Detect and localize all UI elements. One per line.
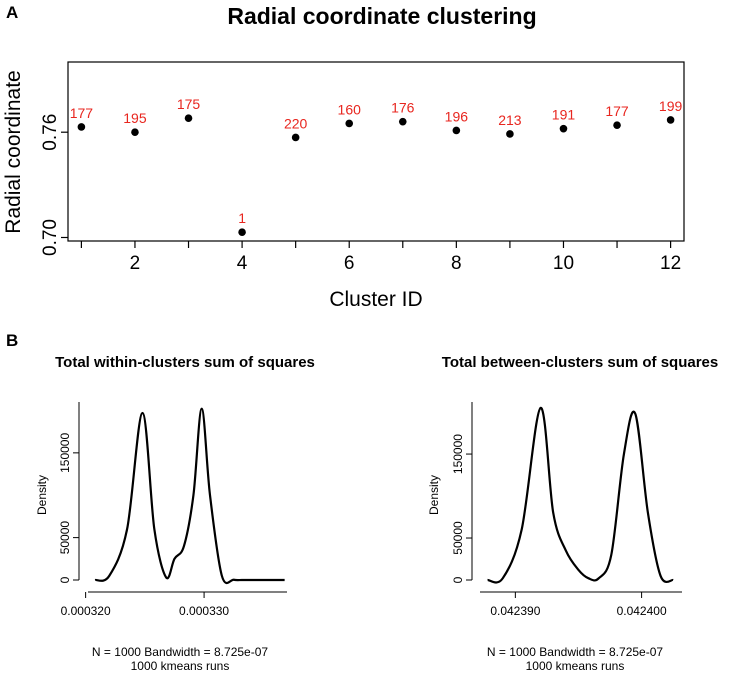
b1-y-tick-label: 0 — [58, 576, 72, 583]
a-point-label: 176 — [391, 100, 415, 116]
a-point — [559, 124, 568, 133]
a-x-tick-label: 2 — [130, 253, 141, 274]
a-point — [613, 121, 621, 129]
a-point — [238, 228, 246, 237]
panel-b-between-y-ticks: 0 50000 150000 — [451, 434, 472, 583]
panel-b-within-x-ticks: 0.000320 0.000330 — [61, 592, 229, 618]
panel-b-between-note-line1: N = 1000 Bandwidth = 8.725e-07 — [487, 645, 663, 659]
a-point — [184, 114, 193, 122]
a-y-tick-label: 0.70 — [40, 219, 61, 256]
b2-x-tick-label: 0.042400 — [617, 604, 667, 618]
panel-b-between-title: Total between-clusters sum of squares — [442, 354, 718, 371]
panel-b-within-title: Total within-clusters sum of squares — [55, 354, 315, 371]
panel-b-between-density-curve — [487, 406, 674, 584]
panel-a-plot-box — [67, 61, 685, 242]
panel-b-between-y-axis-title: Density — [427, 475, 441, 515]
b1-x-tick-label: 0.000330 — [179, 604, 229, 618]
panel-a-title: Radial coordinate clustering — [227, 3, 536, 29]
b2-x-tick-label: 0.042390 — [490, 604, 540, 618]
a-x-tick-label: 6 — [344, 253, 355, 274]
panel-a-x-axis: 2 4 6 8 10 12 — [80, 241, 681, 274]
a-point-label: 1 — [238, 210, 246, 226]
a-point-label: 220 — [284, 115, 308, 131]
a-point — [77, 123, 86, 131]
b2-y-tick-label: 50000 — [451, 521, 465, 555]
a-point — [452, 126, 461, 135]
a-point-label: 199 — [659, 98, 683, 114]
panel-a-scatter: Radial coordinate clustering 2 4 6 8 10 12 0.… — [2, 3, 685, 311]
panel-b-letter: B — [6, 331, 18, 350]
a-y-tick-label: 0.76 — [40, 114, 61, 151]
a-x-tick-label: 4 — [237, 253, 248, 274]
panel-a-x-axis-title: Cluster ID — [329, 288, 422, 311]
a-point-label: 191 — [552, 107, 576, 123]
panel-b-within-note-line2: 1000 kmeans runs — [131, 659, 230, 673]
a-point — [666, 116, 675, 124]
a-point-label: 213 — [498, 112, 522, 128]
a-point-label: 160 — [338, 101, 362, 117]
panel-a-y-axis: 0.70 0.76 — [40, 114, 68, 256]
b1-y-tick-label: 150000 — [58, 433, 72, 473]
panel-b-between-x-ticks: 0.042390 0.042400 — [490, 592, 667, 618]
panel-b-within-density-curve — [94, 407, 285, 585]
a-x-tick-label: 12 — [660, 253, 681, 274]
panel-a-points — [77, 114, 675, 237]
panel-a-y-axis-title: Radial coordinate — [2, 70, 25, 233]
a-point — [398, 117, 407, 126]
panel-a-point-labels: 177 195 175 1 220 160 176 196 213 191 177 199 — [70, 96, 683, 226]
panel-b-between-density: Total between-clusters sum of squares 0.… — [427, 354, 718, 673]
panel-b-between-note-line2: 1000 kmeans runs — [526, 659, 625, 673]
b2-y-tick-label: 150000 — [451, 434, 465, 474]
panel-b-within-y-ticks: 0 50000 150000 — [58, 433, 79, 583]
a-point — [506, 130, 514, 138]
a-point-label: 196 — [445, 108, 469, 124]
a-point-label: 175 — [177, 96, 201, 112]
a-point — [345, 119, 354, 128]
a-point — [131, 128, 139, 136]
b1-x-tick-label: 0.000320 — [61, 604, 111, 618]
b1-y-tick-label: 50000 — [58, 521, 72, 555]
a-point-label: 177 — [70, 105, 94, 121]
a-x-tick-label: 10 — [553, 253, 574, 274]
b2-y-tick-label: 0 — [451, 576, 465, 583]
panel-a-letter: A — [6, 3, 18, 22]
a-point-label: 177 — [605, 103, 629, 119]
a-x-tick-label: 8 — [451, 253, 462, 274]
panel-b-within-density: Total within-clusters sum of squares 0.0… — [35, 354, 315, 673]
panel-b-within-y-axis-title: Density — [35, 475, 49, 515]
a-point-label: 195 — [123, 110, 147, 126]
a-point — [291, 133, 300, 142]
panel-b-within-note-line1: N = 1000 Bandwidth = 8.725e-07 — [92, 645, 268, 659]
